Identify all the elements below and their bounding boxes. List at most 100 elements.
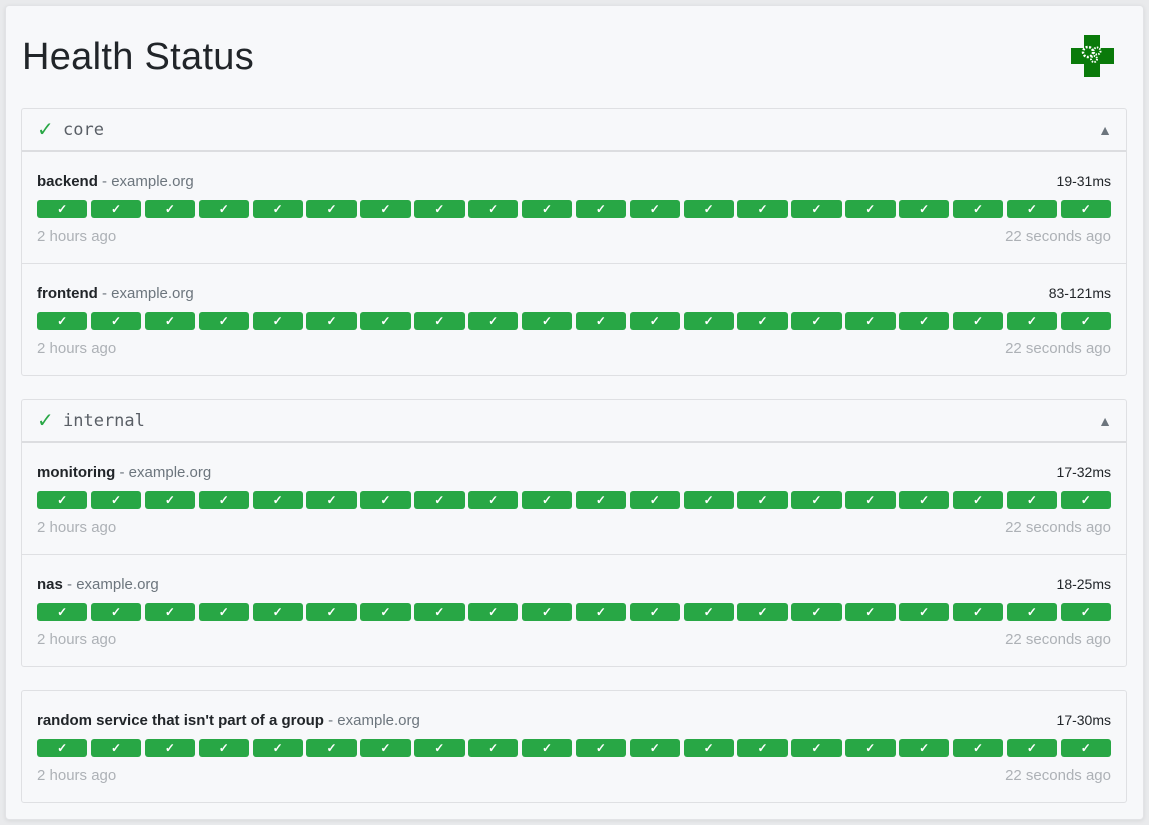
service-name[interactable]: frontend - example.org [37,285,194,302]
result-success[interactable]: ✓ [737,491,788,509]
result-success[interactable]: ✓ [198,491,249,509]
result-success[interactable]: ✓ [575,200,627,218]
result-success[interactable]: ✓ [468,200,519,218]
result-success[interactable]: ✓ [360,603,411,621]
result-success[interactable]: ✓ [683,491,734,509]
result-success[interactable]: ✓ [952,603,1004,621]
service-name[interactable]: nas - example.org [37,576,159,593]
result-success[interactable]: ✓ [37,312,88,330]
result-success[interactable]: ✓ [360,739,411,757]
result-success[interactable]: ✓ [845,603,896,621]
group-header[interactable]: ✓ internal ▲ [22,400,1126,443]
result-success[interactable]: ✓ [306,312,357,330]
collapse-arrow-icon[interactable]: ▲ [1098,413,1112,429]
result-success[interactable]: ✓ [414,603,465,621]
result-success[interactable]: ✓ [360,200,411,218]
result-success[interactable]: ✓ [791,312,842,330]
result-success[interactable]: ✓ [737,312,788,330]
result-success[interactable]: ✓ [629,491,680,509]
result-success[interactable]: ✓ [575,603,627,621]
result-success[interactable]: ✓ [37,200,88,218]
result-success[interactable]: ✓ [952,200,1004,218]
result-success[interactable]: ✓ [845,312,896,330]
result-success[interactable]: ✓ [521,200,573,218]
result-success[interactable]: ✓ [468,312,519,330]
result-success[interactable]: ✓ [144,312,196,330]
result-success[interactable]: ✓ [306,603,357,621]
result-success[interactable]: ✓ [198,603,249,621]
result-success[interactable]: ✓ [90,603,142,621]
result-success[interactable]: ✓ [1006,739,1058,757]
result-success[interactable]: ✓ [575,312,627,330]
result-success[interactable]: ✓ [1060,603,1111,621]
result-success[interactable]: ✓ [952,312,1004,330]
result-success[interactable]: ✓ [1006,491,1058,509]
result-success[interactable]: ✓ [1006,312,1058,330]
result-success[interactable]: ✓ [845,491,896,509]
result-success[interactable]: ✓ [252,739,303,757]
result-success[interactable]: ✓ [90,200,142,218]
result-success[interactable]: ✓ [575,739,627,757]
collapse-arrow-icon[interactable]: ▲ [1098,122,1112,138]
result-success[interactable]: ✓ [468,491,519,509]
result-success[interactable]: ✓ [629,312,680,330]
result-success[interactable]: ✓ [306,739,357,757]
result-success[interactable]: ✓ [791,491,842,509]
result-success[interactable]: ✓ [360,491,411,509]
result-success[interactable]: ✓ [521,491,573,509]
result-success[interactable]: ✓ [683,200,734,218]
result-success[interactable]: ✓ [1060,200,1111,218]
result-success[interactable]: ✓ [737,603,788,621]
result-success[interactable]: ✓ [629,603,680,621]
result-success[interactable]: ✓ [791,200,842,218]
result-success[interactable]: ✓ [1060,491,1111,509]
result-success[interactable]: ✓ [468,739,519,757]
result-success[interactable]: ✓ [306,200,357,218]
result-success[interactable]: ✓ [629,200,680,218]
result-success[interactable]: ✓ [252,491,303,509]
result-success[interactable]: ✓ [899,739,950,757]
result-success[interactable]: ✓ [144,200,196,218]
result-success[interactable]: ✓ [899,603,950,621]
result-success[interactable]: ✓ [90,312,142,330]
result-success[interactable]: ✓ [306,491,357,509]
result-success[interactable]: ✓ [737,200,788,218]
result-success[interactable]: ✓ [952,491,1004,509]
result-success[interactable]: ✓ [952,739,1004,757]
result-success[interactable]: ✓ [252,312,303,330]
result-success[interactable]: ✓ [1060,739,1111,757]
result-success[interactable]: ✓ [629,739,680,757]
result-success[interactable]: ✓ [414,491,465,509]
result-success[interactable]: ✓ [683,603,734,621]
result-success[interactable]: ✓ [1006,603,1058,621]
result-success[interactable]: ✓ [360,312,411,330]
result-success[interactable]: ✓ [414,200,465,218]
service-name[interactable]: backend - example.org [37,173,194,190]
result-success[interactable]: ✓ [414,312,465,330]
result-success[interactable]: ✓ [521,312,573,330]
result-success[interactable]: ✓ [198,200,249,218]
result-success[interactable]: ✓ [1060,312,1111,330]
result-success[interactable]: ✓ [791,739,842,757]
result-success[interactable]: ✓ [683,312,734,330]
result-success[interactable]: ✓ [90,491,142,509]
result-success[interactable]: ✓ [144,739,196,757]
result-success[interactable]: ✓ [37,603,88,621]
result-success[interactable]: ✓ [252,200,303,218]
result-success[interactable]: ✓ [37,739,88,757]
result-success[interactable]: ✓ [198,312,249,330]
service-name[interactable]: random service that isn't part of a grou… [37,712,420,729]
result-success[interactable]: ✓ [737,739,788,757]
result-success[interactable]: ✓ [899,491,950,509]
group-header[interactable]: ✓ core ▲ [22,109,1126,152]
result-success[interactable]: ✓ [37,491,88,509]
result-success[interactable]: ✓ [899,312,950,330]
result-success[interactable]: ✓ [252,603,303,621]
result-success[interactable]: ✓ [144,491,196,509]
result-success[interactable]: ✓ [521,603,573,621]
result-success[interactable]: ✓ [845,739,896,757]
result-success[interactable]: ✓ [90,739,142,757]
result-success[interactable]: ✓ [521,739,573,757]
result-success[interactable]: ✓ [198,739,249,757]
result-success[interactable]: ✓ [414,739,465,757]
